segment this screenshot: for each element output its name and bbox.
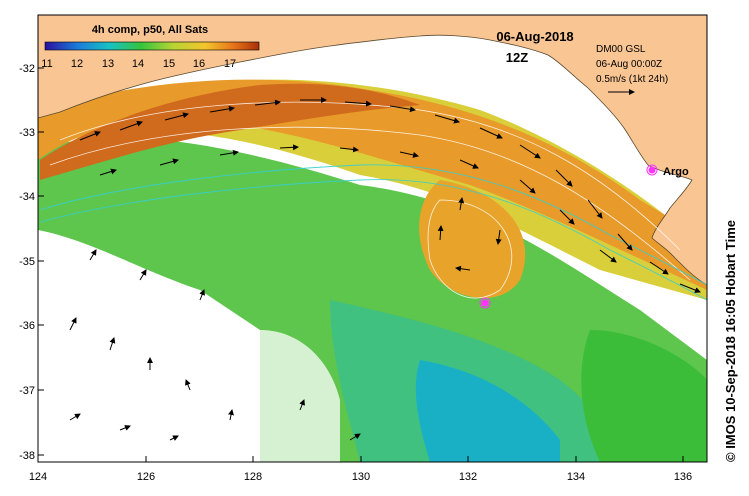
lat-tick-label: -36 bbox=[19, 320, 35, 332]
lon-tick-label: 126 bbox=[137, 471, 155, 483]
lon-tick-label: 130 bbox=[352, 471, 370, 483]
map-time: 12Z bbox=[506, 50, 528, 65]
colorbar-tick: 12 bbox=[71, 58, 83, 70]
lat-tick-label: -35 bbox=[19, 256, 35, 268]
colorbar-tick: 15 bbox=[163, 58, 175, 70]
map-date: 06-Aug-2018 bbox=[496, 29, 573, 44]
lat-axis bbox=[38, 67, 44, 456]
composite-label: 4h comp, p50, All Sats bbox=[92, 24, 208, 36]
lat-tick-label: -38 bbox=[19, 450, 35, 462]
lat-tick-label: -34 bbox=[19, 191, 35, 203]
colorbar-tick: 17 bbox=[224, 58, 236, 70]
colorbar-tick: 16 bbox=[193, 58, 205, 70]
lon-tick-label: 124 bbox=[29, 471, 47, 483]
altimetry-time: 06-Aug 00:00Z bbox=[596, 59, 662, 70]
lon-tick-label: 128 bbox=[244, 471, 262, 483]
lat-tick-label: -37 bbox=[19, 385, 35, 397]
lon-tick-label: 136 bbox=[674, 471, 692, 483]
colorbar-tick: 14 bbox=[132, 58, 144, 70]
argo-float-1[interactable] bbox=[646, 164, 658, 176]
current-vectors bbox=[69, 97, 701, 441]
argo-float-2[interactable] bbox=[479, 297, 491, 309]
ssh-contours bbox=[49, 101, 691, 401]
colorbar-tick: 13 bbox=[102, 58, 114, 70]
altimetry-label: DM00 GSL bbox=[596, 44, 646, 55]
sst-field bbox=[38, 79, 707, 462]
lat-tick-label: -32 bbox=[19, 63, 35, 75]
colorbar bbox=[44, 41, 260, 51]
imos-credit: © IMOS 10-Sep-2018 16:05 Hobart Time bbox=[723, 220, 738, 462]
lat-tick-label: -33 bbox=[19, 127, 35, 139]
lon-axis bbox=[37, 456, 684, 462]
lon-tick-label: 132 bbox=[459, 471, 477, 483]
lon-tick-label: 134 bbox=[567, 471, 585, 483]
depth-contours bbox=[39, 164, 707, 301]
argo-label: Argo bbox=[663, 166, 689, 178]
colorbar-tick: 11 bbox=[41, 58, 52, 70]
plot-frame bbox=[37, 14, 708, 463]
map-plot-area bbox=[38, 15, 707, 462]
current-scale-label: 0.5m/s (1kt 24h) bbox=[596, 74, 668, 85]
